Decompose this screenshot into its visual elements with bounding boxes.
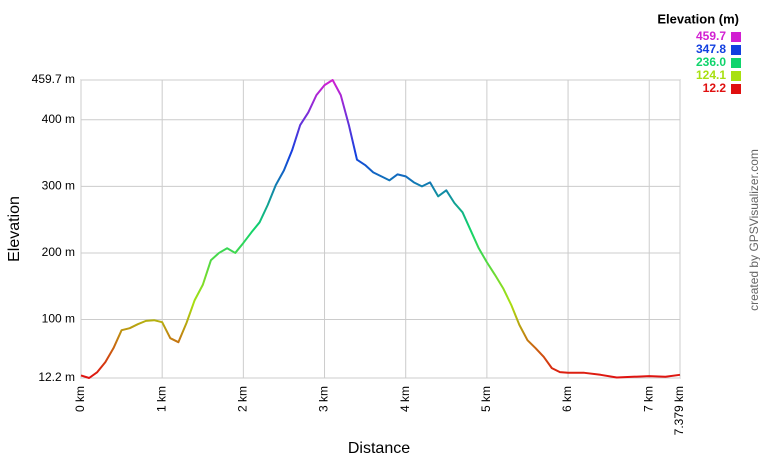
legend-swatch (731, 71, 741, 81)
x-tick-label: 6 km (560, 386, 574, 412)
x-tick-label: 5 km (479, 386, 493, 412)
legend-swatch (731, 58, 741, 68)
legend-label: 236.0 (696, 55, 726, 69)
legend-swatch (731, 84, 741, 94)
legend-label: 459.7 (696, 29, 726, 43)
x-axis-label: Distance (348, 440, 410, 457)
y-axis-label: Elevation (6, 196, 23, 262)
legend-swatch (731, 45, 741, 55)
y-tick-label: 100 m (42, 312, 75, 326)
y-tick-label: 400 m (42, 112, 75, 126)
x-tick-label: 3 km (317, 386, 331, 412)
legend-swatch (731, 32, 741, 42)
credit: created by GPSVisualizer.com (747, 149, 760, 311)
x-tick-label: 0 km (73, 386, 87, 412)
y-tick-label: 12.2 m (38, 370, 75, 384)
plot-frame (80, 79, 681, 379)
elevation-line (80, 79, 681, 379)
x-tick-label: 4 km (398, 386, 412, 412)
y-tick-label: 459.7 m (32, 72, 75, 86)
x-tick-label: 7 km (641, 386, 655, 412)
legend-label: 12.2 (703, 81, 727, 95)
x-tick-label: 2 km (236, 386, 250, 412)
y-tick-label: 300 m (42, 179, 75, 193)
x-tick-label: 1 km (154, 386, 168, 412)
legend-label: 124.1 (696, 68, 726, 82)
x-tick-label: 7.379 km (672, 386, 686, 435)
legend-title: Elevation (m) (657, 11, 739, 26)
y-tick-label: 200 m (42, 245, 75, 259)
legend-label: 347.8 (696, 42, 726, 56)
